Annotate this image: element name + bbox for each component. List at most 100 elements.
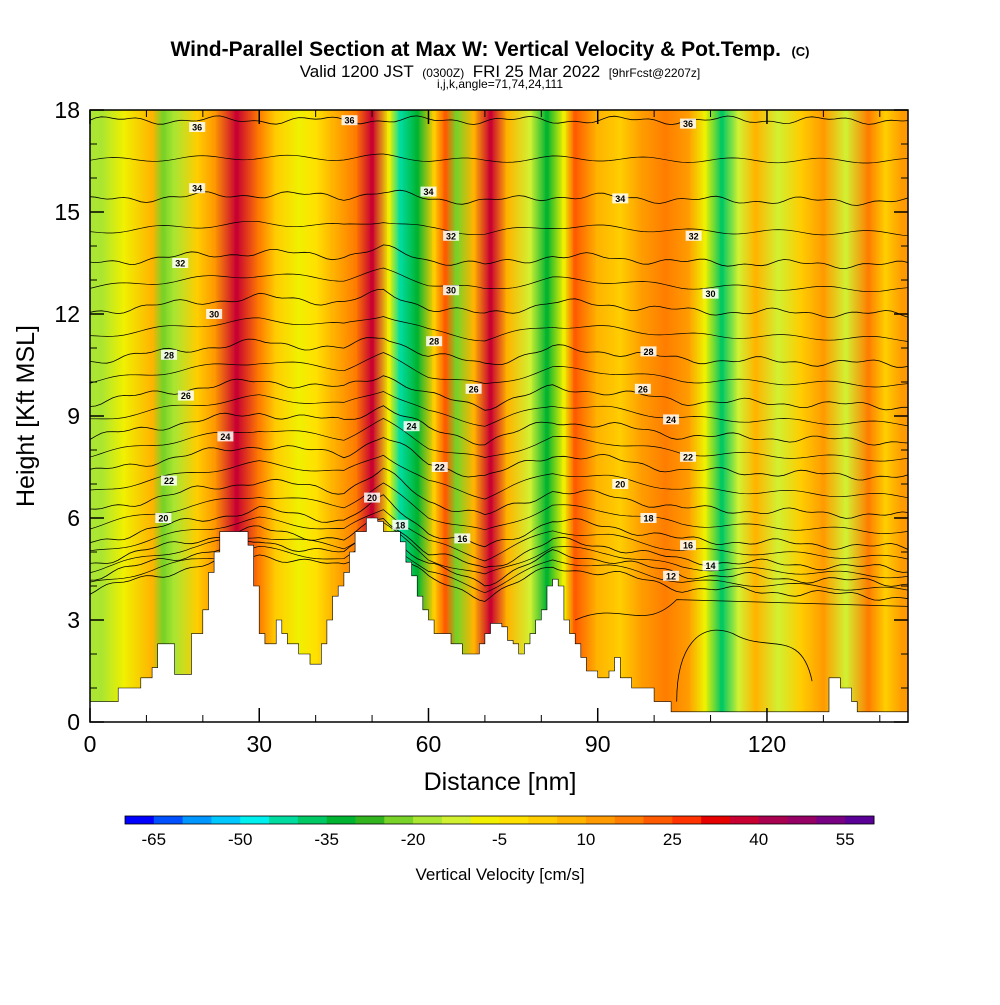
colorbar-swatch [643,816,673,824]
colorbar-swatch [614,816,645,824]
contour-label-text: 32 [689,231,699,241]
colorbar-swatch [528,816,558,824]
chart-title-unit: (C) [791,44,809,59]
contour-label: 26 [634,383,651,394]
chart-title: Wind-Parallel Section at Max W: Vertical… [170,38,781,61]
y-tick-label: 15 [54,199,80,225]
theta-contour-line [90,337,908,368]
contour-label-text: 12 [666,571,676,581]
colorbar-tick-label: -65 [142,830,167,849]
velocity-column [370,110,375,722]
theta-contour-line [90,288,908,319]
contour-label: 26 [177,390,194,401]
x-tick-label: 0 [84,731,97,757]
contour-label: 30 [206,309,223,320]
contour-label-text: 24 [666,415,676,425]
contour-label: 12 [663,570,680,581]
forecast-info: [9hrFcst@2207z] [609,66,701,80]
theta-contour-line [90,189,908,206]
y-tick-label: 12 [54,301,80,327]
velocity-column [454,110,459,722]
contour-label: 32 [685,230,702,241]
colorbar-tick-label: 25 [663,830,682,849]
contour-label-text: 18 [395,520,405,530]
chart-title-line: Wind-Parallel Section at Max W: Vertical… [170,38,809,61]
contour-label-text: 32 [175,259,185,269]
contour-label: 34 [189,183,206,194]
contour-label: 36 [679,118,696,129]
contour-label: 32 [172,258,189,269]
y-axis-label: Height [Kft MSL] [12,325,40,507]
velocity-column [798,110,803,722]
velocity-column [398,110,403,722]
velocity-column [573,110,578,722]
velocity-column [561,110,566,722]
y-tick-label: 0 [67,709,80,735]
velocity-column [488,110,493,722]
colorbar-swatch [787,816,817,824]
velocity-column [685,110,690,722]
contour-label: 30 [443,285,460,296]
theta-contour-line [90,153,908,164]
contour-label: 30 [702,288,719,299]
contour-label-text: 28 [164,350,174,360]
colorbar-label: Vertical Velocity [cm/s] [415,865,584,884]
contour-label: 22 [160,475,177,486]
contour-label-text: 22 [164,476,174,486]
contour-label-text: 36 [344,116,354,126]
theta-contour-line [676,629,813,702]
valid-date: FRI 25 Mar 2022 [473,62,601,81]
contour-label-text: 20 [158,514,168,524]
contour-label: 34 [612,193,629,204]
colorbar-swatch [585,816,616,824]
velocity-column [595,110,600,722]
velocity-column [505,110,510,722]
velocity-column [821,110,826,722]
colorbar-swatch [441,816,472,824]
theta-contour-line [90,482,908,534]
theta-contour-line [90,115,908,126]
velocity-column [736,110,741,722]
colorbar-swatch [413,816,443,824]
velocity-column [719,110,724,722]
grid-info: i,j,k,angle=71,74,24,111 [437,77,563,91]
contour-label: 28 [160,349,177,360]
contour-label: 20 [364,492,381,503]
colorbar-frame [124,815,875,825]
colorbar-swatch [499,816,529,824]
contour-label: 36 [189,122,206,133]
contour-label: 28 [640,346,657,357]
colorbar: -65 -50 -35 -20 -5 10 25 40 55 [124,815,875,849]
contour-label-text: 20 [615,480,625,490]
colorbar-tick-label: 10 [576,830,595,849]
contour-label: 16 [454,533,471,544]
contour-label-text: 20 [367,493,377,503]
velocity-column [528,110,533,722]
contour-label-text: 28 [429,337,439,347]
contour-label-text: 16 [457,534,467,544]
contour-label-text: 34 [192,184,202,194]
contour-label-text: 32 [446,231,456,241]
velocity-column [640,110,645,722]
colorbar-swatch [182,816,212,824]
contour-label: 26 [465,383,482,394]
velocity-column [330,110,335,722]
contour-label-text: 36 [192,123,202,133]
colorbar-tick-label: -20 [401,830,426,849]
colorbar-swatch [701,816,731,824]
terrain [90,517,908,722]
contour-label-text: 30 [706,289,716,299]
y-tick-label: 18 [54,97,80,123]
contour-label-text: 24 [220,432,230,442]
colorbar-swatch [240,816,270,824]
contour-label: 18 [392,519,409,530]
velocity-column [618,110,623,722]
colorbar-swatch [384,816,414,824]
colorbar-tick-label: 40 [749,830,768,849]
theta-contour-line [574,599,908,621]
colorbar-tick-label: -50 [228,830,253,849]
theta-contour-line [90,352,908,388]
velocity-column [443,110,448,722]
contour-label-text: 26 [469,384,479,394]
contour-labels: 36 36 36 34 34 34 32 32 32 30 30 30 28 28 28 26 26 26 24 24… [155,115,719,581]
